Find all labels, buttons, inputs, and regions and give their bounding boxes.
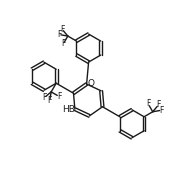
Text: F: F xyxy=(57,30,61,39)
Text: HB: HB xyxy=(62,105,75,114)
Text: F: F xyxy=(146,99,150,108)
Text: F: F xyxy=(61,39,66,48)
Text: F: F xyxy=(57,92,61,101)
Text: F: F xyxy=(48,96,52,105)
Text: F: F xyxy=(159,106,164,115)
Text: O: O xyxy=(87,79,94,88)
Text: F: F xyxy=(42,93,46,102)
Text: F: F xyxy=(60,25,64,34)
Text: F: F xyxy=(156,100,161,109)
